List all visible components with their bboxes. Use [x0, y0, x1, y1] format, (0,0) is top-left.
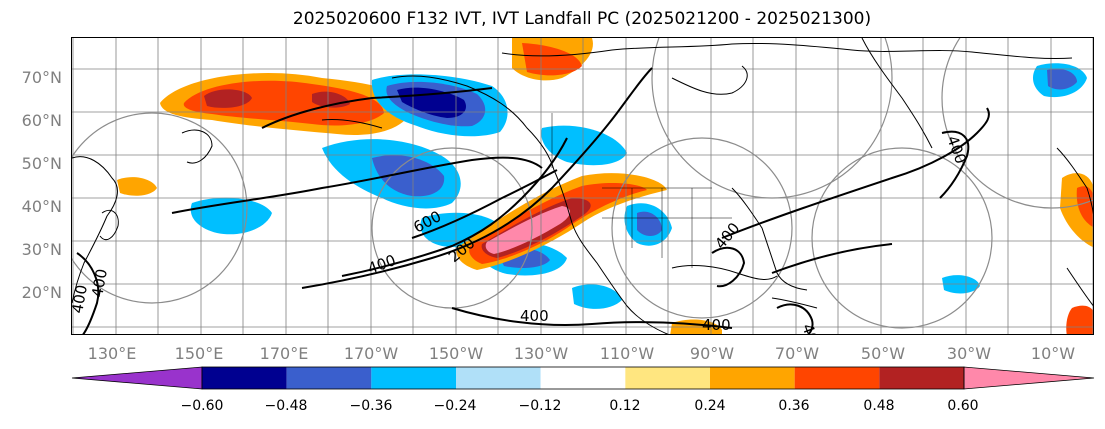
- lon-label-150w: 150°W: [428, 344, 484, 363]
- negative-anomaly-north-atlantic-core: [1047, 68, 1077, 90]
- coast-africa: [1066, 267, 1093, 307]
- colorbar-frame: [201, 366, 965, 390]
- colorbar-segment: [371, 367, 456, 389]
- atmospheric-river-peak: [485, 206, 571, 254]
- colorbar-segment: [286, 367, 372, 389]
- colorbar-tick-label: −0.48: [264, 398, 308, 414]
- coast-europe: [1056, 147, 1093, 215]
- coast-alaska: [391, 75, 555, 171]
- lon-label-70w: 70°W: [774, 344, 820, 363]
- contour-atlantic: [721, 107, 990, 239]
- map-title: 2025020600 F132 IVT, IVT Landfall PC (20…: [292, 9, 872, 29]
- lon-label-130e: 130°E: [87, 344, 137, 363]
- coast-arctic: [501, 42, 1073, 60]
- colorbar-segments: [71, 366, 1095, 390]
- colorbar-segment: [879, 367, 964, 389]
- contour-label: 400: [711, 219, 743, 253]
- lat-label-50n: 50°N: [21, 154, 62, 173]
- ivt-contours: [76, 67, 990, 334]
- coast-asia: [72, 156, 118, 304]
- lat-label-30n: 30°N: [21, 240, 62, 259]
- coast-aleutians: [321, 119, 383, 129]
- contour-gulf-loop: [711, 246, 746, 288]
- colorbar-segment: [540, 367, 626, 389]
- positive-anomaly-southeast: [1066, 305, 1093, 334]
- map-canvas: 400 400 600 400 200 400 400 400 400 400: [72, 38, 1093, 335]
- ivt-shading: [117, 38, 1093, 334]
- positive-anomaly-west-pacific: [117, 177, 157, 196]
- colorbar-extend-high: [963, 366, 1095, 390]
- lat-label-60n: 60°N: [21, 111, 62, 130]
- contour-north: [261, 87, 493, 129]
- political-borders: [551, 113, 732, 268]
- coast-caribbean: [771, 297, 818, 309]
- colorbar-segment: [710, 367, 795, 389]
- coast-greenland: [861, 38, 933, 149]
- contour-label: 400: [88, 267, 111, 298]
- lon-label-90w: 90°W: [689, 344, 735, 363]
- coast-north-america-west: [553, 169, 669, 334]
- lat-label-40n: 40°N: [21, 197, 62, 216]
- colorbar-segment: [625, 367, 710, 389]
- contour-jet: [171, 156, 543, 214]
- colorbar-tick-label: 0.24: [694, 398, 726, 414]
- lon-label-10w: 10°W: [1030, 344, 1076, 363]
- range-circles: [72, 38, 1093, 329]
- lon-label-50w: 50°W: [860, 344, 906, 363]
- lat-label-70n: 70°N: [21, 68, 62, 87]
- coast-japan: [99, 209, 119, 241]
- contour-label: 400: [365, 251, 398, 278]
- colorbar-segment: [456, 367, 541, 389]
- lon-label-170w: 170°W: [343, 344, 399, 363]
- colorbar-tick-label: 0.36: [778, 398, 810, 414]
- contour-label: 400: [72, 283, 91, 314]
- coastlines: [72, 38, 1093, 334]
- contour-pacific-inner: [341, 137, 568, 277]
- positive-anomaly-aleutian-peak: [204, 89, 252, 108]
- negative-anomaly-pacific-core: [372, 155, 445, 197]
- colorbar-tick-label: −0.36: [349, 398, 393, 414]
- contour-atlantic-inner: [939, 130, 970, 199]
- lon-label-150e: 150°E: [174, 344, 224, 363]
- colorbar-tick-label: −0.12: [518, 398, 562, 414]
- contour-southeast: [776, 303, 814, 334]
- colorbar-tick-label: 0.60: [947, 398, 979, 414]
- contour-south: [451, 307, 733, 329]
- colorbar: [71, 366, 1095, 390]
- contour-east: [771, 243, 893, 274]
- colorbar-extend-low: [71, 366, 203, 390]
- positive-anomaly-arctic-core: [522, 43, 582, 76]
- lon-label-110w: 110°W: [599, 344, 655, 363]
- coast-gulf: [671, 265, 778, 280]
- positive-anomaly-europe-core: [1076, 186, 1093, 227]
- colorbar-segment: [202, 367, 287, 389]
- map-panel: 400 400 600 400 200 400 400 400 400 400: [71, 37, 1094, 335]
- contour-label: 400: [798, 321, 825, 335]
- lon-label-30w: 30°W: [946, 344, 992, 363]
- coast-hudson: [671, 65, 748, 95]
- coast-us-east: [731, 187, 808, 291]
- contour-label: 400: [702, 316, 731, 334]
- colorbar-tick-label: 0.48: [863, 398, 895, 414]
- lon-label-130w: 130°W: [513, 344, 569, 363]
- negative-anomaly-baja: [572, 284, 622, 309]
- lon-label-170e: 170°E: [259, 344, 309, 363]
- graticule: [72, 38, 1093, 334]
- colorbar-tick-label: −0.60: [180, 398, 224, 414]
- colorbar-tick-label: 0.12: [609, 398, 641, 414]
- colorbar-segment: [794, 367, 880, 389]
- contour-west: [76, 252, 100, 334]
- contour-river-600: [411, 169, 558, 239]
- lat-label-20n: 20°N: [21, 283, 62, 302]
- contour-label: 400: [520, 307, 549, 325]
- contour-pacific-outer: [301, 67, 653, 289]
- coast-kamchatka: [181, 129, 213, 164]
- colorbar-tick-label: −0.24: [433, 398, 477, 414]
